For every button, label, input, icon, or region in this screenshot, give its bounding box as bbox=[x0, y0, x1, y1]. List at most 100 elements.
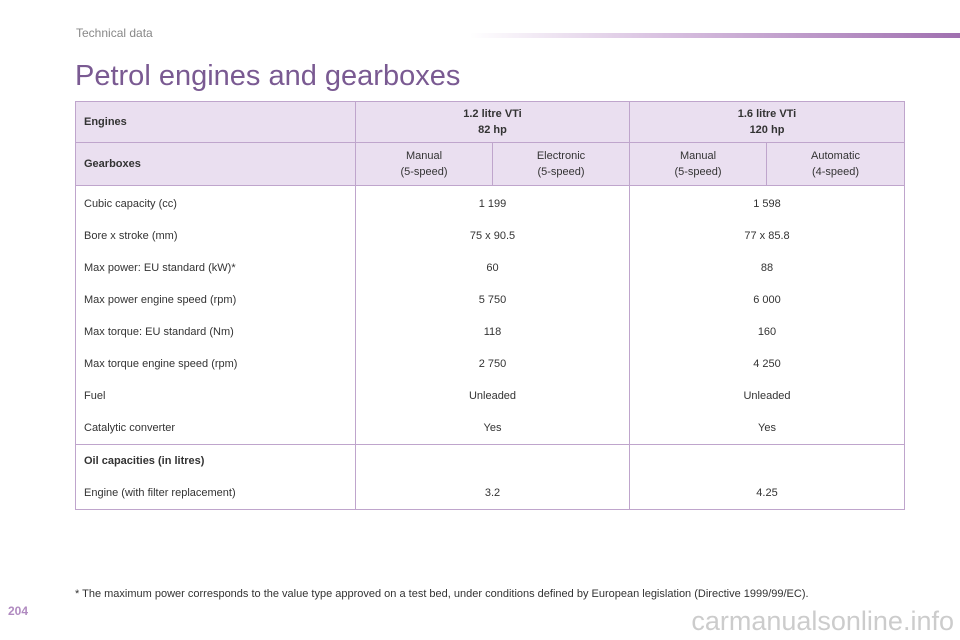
footnote: * The maximum power corresponds to the v… bbox=[75, 588, 809, 600]
cell-text: Cubic capacity (cc) bbox=[84, 198, 177, 210]
row-value: Yes bbox=[355, 412, 630, 445]
row-value: 160 bbox=[629, 316, 905, 348]
row-value: Unleaded bbox=[629, 380, 905, 412]
cell-text: 120 hp bbox=[749, 124, 785, 136]
cell-text: (5-speed) bbox=[537, 166, 585, 178]
row-label: Max torque: EU standard (Nm) bbox=[75, 316, 356, 348]
row-label: Bore x stroke (mm) bbox=[75, 220, 356, 252]
row-value: 77 x 85.8 bbox=[629, 220, 905, 252]
cell-text: 118 bbox=[483, 326, 502, 338]
cell-text: Gearboxes bbox=[84, 158, 141, 170]
row-label: Max power engine speed (rpm) bbox=[75, 284, 356, 316]
cell-text: 1 598 bbox=[753, 198, 781, 210]
cell-text: 4.25 bbox=[756, 487, 778, 499]
cell-text: Oil capacities (in litres) bbox=[84, 455, 205, 467]
engines-row: Engines 1.2 litre VTi 82 hp 1.6 litre VTi 12… bbox=[75, 101, 905, 143]
cell-text: Engines bbox=[84, 116, 127, 128]
row-label: Engine (with filter replacement) bbox=[75, 477, 356, 510]
cell-text: 6 000 bbox=[753, 294, 781, 306]
cell-text: 2 750 bbox=[478, 358, 507, 370]
row-value: 4.25 bbox=[629, 477, 905, 510]
gearbox-header: Automatic (4-speed) bbox=[766, 142, 905, 186]
cell-text: Yes bbox=[483, 422, 502, 434]
row-label: Max torque engine speed (rpm) bbox=[75, 348, 356, 380]
data-row: Bore x stroke (mm) 75 x 90.5 77 x 85.8 bbox=[75, 220, 905, 252]
data-row: Cubic capacity (cc) 1 199 1 598 bbox=[75, 185, 905, 220]
cell-text: 60 bbox=[486, 262, 499, 274]
engine-header: 1.6 litre VTi 120 hp bbox=[629, 101, 905, 143]
cell-text: Unleaded bbox=[468, 390, 517, 402]
row-value: Unleaded bbox=[355, 380, 630, 412]
row-value: 88 bbox=[629, 252, 905, 284]
engine-table: Engines 1.2 litre VTi 82 hp 1.6 litre VTi 12… bbox=[75, 101, 905, 510]
empty-cell bbox=[355, 444, 630, 477]
cell-text: Electronic bbox=[536, 150, 586, 162]
oil-heading-row: Oil capacities (in litres) bbox=[75, 444, 905, 477]
data-row: Max torque engine speed (rpm) 2 750 4 250 bbox=[75, 348, 905, 380]
row-value: 5 750 bbox=[355, 284, 630, 316]
row-value: 2 750 bbox=[355, 348, 630, 380]
cell-text: 82 hp bbox=[478, 124, 507, 136]
cell-text: Unleaded bbox=[743, 390, 791, 402]
cell-text: Automatic bbox=[811, 150, 860, 162]
row-value: 6 000 bbox=[629, 284, 905, 316]
data-row: Max power: EU standard (kW)* 60 88 bbox=[75, 252, 905, 284]
page-title: Petrol engines and gearboxes bbox=[75, 60, 461, 92]
page-number: 204 bbox=[8, 604, 29, 618]
data-row: Catalytic converter Yes Yes bbox=[75, 412, 905, 445]
cell-text: 5 750 bbox=[478, 294, 507, 306]
gearboxes-label: Gearboxes bbox=[75, 142, 356, 186]
cell-text: Max power: EU standard (kW)* bbox=[84, 262, 236, 274]
cell-text: (5-speed) bbox=[674, 166, 722, 178]
row-value: Yes bbox=[629, 412, 905, 445]
cell-text: Fuel bbox=[84, 390, 106, 402]
row-label: Cubic capacity (cc) bbox=[75, 185, 356, 220]
cell-text: 77 x 85.8 bbox=[744, 230, 790, 242]
cell-text: 160 bbox=[757, 326, 777, 338]
row-value: 75 x 90.5 bbox=[355, 220, 630, 252]
cell-text: Max power engine speed (rpm) bbox=[84, 294, 237, 306]
section-title: Technical data bbox=[76, 26, 153, 40]
cell-text: Engine (with filter replacement) bbox=[84, 487, 236, 499]
cell-text: (4-speed) bbox=[811, 166, 860, 178]
engine-header: 1.2 litre VTi 82 hp bbox=[355, 101, 630, 143]
row-value: 118 bbox=[355, 316, 630, 348]
row-value: 1 199 bbox=[355, 185, 630, 220]
row-label: Fuel bbox=[75, 380, 356, 412]
row-value: 1 598 bbox=[629, 185, 905, 220]
empty-cell bbox=[629, 444, 905, 477]
gearbox-header: Electronic (5-speed) bbox=[492, 142, 630, 186]
cell-text: 4 250 bbox=[753, 358, 781, 370]
row-label: Catalytic converter bbox=[75, 412, 356, 445]
cell-text: 75 x 90.5 bbox=[469, 230, 516, 242]
cell-text: Manual bbox=[679, 150, 717, 162]
cell-text: 1.2 litre VTi bbox=[463, 108, 522, 120]
cell-text: Max torque engine speed (rpm) bbox=[84, 358, 238, 370]
cell-text: Manual bbox=[405, 150, 443, 162]
watermark: carmanualsonline.info bbox=[691, 606, 954, 636]
cell-text: 1 199 bbox=[478, 198, 507, 210]
cell-text: (5-speed) bbox=[400, 166, 448, 178]
row-label: Max power: EU standard (kW)* bbox=[75, 252, 356, 284]
row-value: 60 bbox=[355, 252, 630, 284]
oil-row: Engine (with filter replacement) 3.2 4.25 bbox=[75, 477, 905, 510]
oil-heading: Oil capacities (in litres) bbox=[75, 444, 356, 477]
row-value: 4 250 bbox=[629, 348, 905, 380]
cell-text: Catalytic converter bbox=[84, 422, 176, 434]
cell-text: Max torque: EU standard (Nm) bbox=[84, 326, 234, 338]
cell-text: Yes bbox=[758, 422, 776, 434]
cell-text: Bore x stroke (mm) bbox=[84, 230, 178, 242]
data-row: Max torque: EU standard (Nm) 118 160 bbox=[75, 316, 905, 348]
header-rule bbox=[470, 33, 960, 38]
gearbox-header: Manual (5-speed) bbox=[355, 142, 493, 186]
cell-text: 88 bbox=[760, 262, 774, 274]
data-row: Max power engine speed (rpm) 5 750 6 000 bbox=[75, 284, 905, 316]
row-value: 3.2 bbox=[355, 477, 630, 510]
data-row: Fuel Unleaded Unleaded bbox=[75, 380, 905, 412]
engines-label: Engines bbox=[75, 101, 356, 143]
gearbox-header: Manual (5-speed) bbox=[629, 142, 767, 186]
cell-text: 3.2 bbox=[484, 487, 501, 499]
gearboxes-row: Gearboxes Manual (5-speed) Electronic (5-spe… bbox=[75, 142, 905, 186]
cell-text: 1.6 litre VTi bbox=[737, 108, 797, 120]
